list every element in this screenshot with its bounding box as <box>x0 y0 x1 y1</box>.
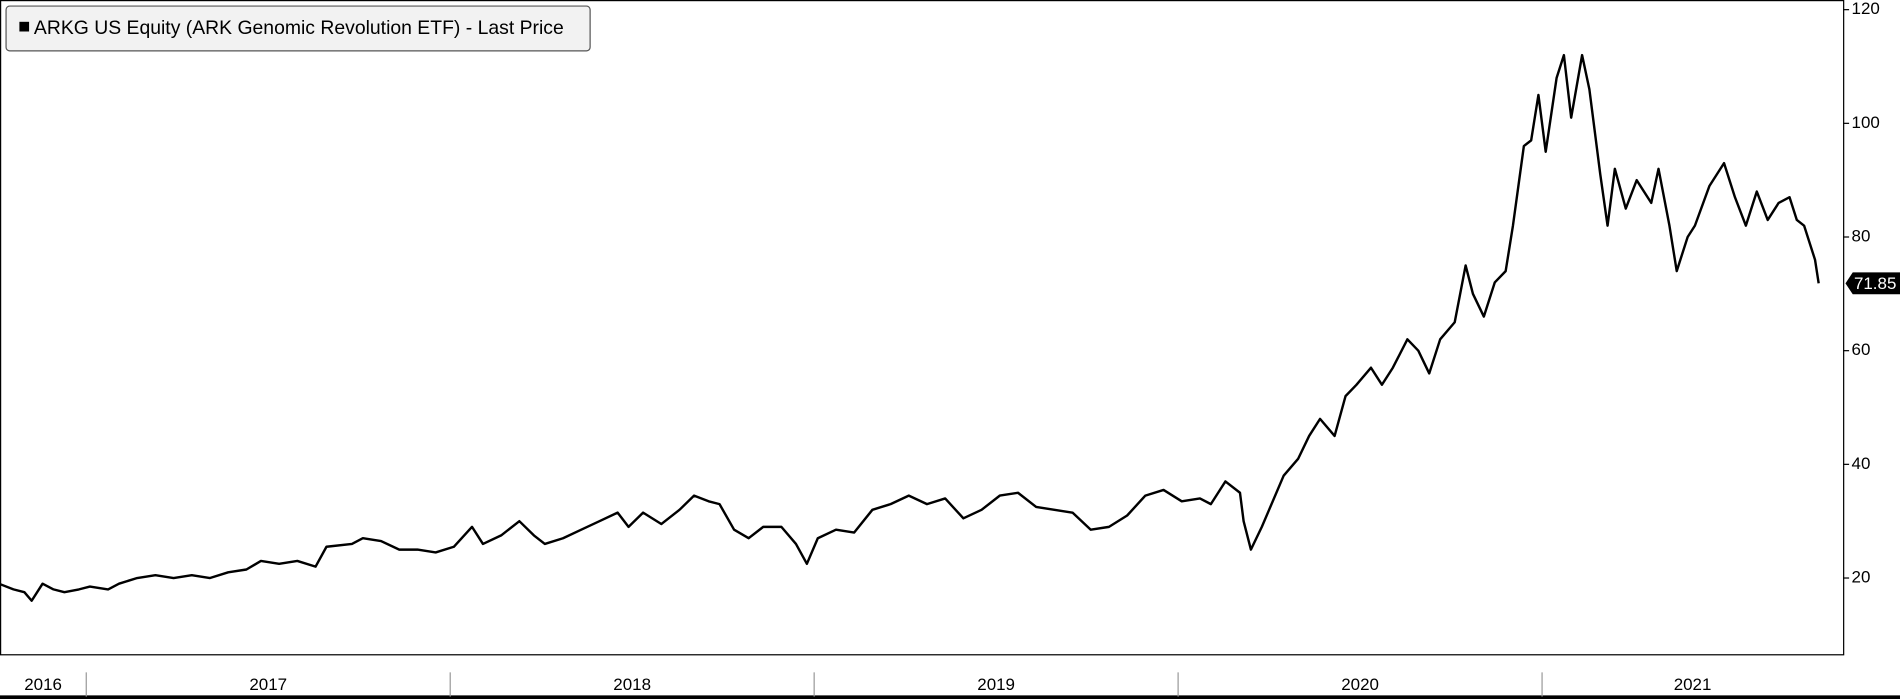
legend: ARKG US Equity (ARK Genomic Revolution E… <box>5 5 591 52</box>
x-tick-label: 2019 <box>977 675 1015 694</box>
y-tick-label: 120 <box>1852 0 1880 18</box>
last-value-label: 71.85 <box>1854 274 1896 293</box>
y-tick-label: 60 <box>1852 340 1871 359</box>
legend-box <box>5 5 591 52</box>
plot-frame <box>0 0 1845 656</box>
x-tick-label: 2016 <box>24 675 62 694</box>
y-tick-label: 100 <box>1852 113 1880 132</box>
y-tick-label: 80 <box>1852 226 1871 245</box>
x-tick-label: 2021 <box>1674 675 1712 694</box>
y-tick-label: 40 <box>1852 454 1871 473</box>
x-tick-label: 2018 <box>613 675 651 694</box>
legend-marker <box>19 21 30 32</box>
y-tick-label: 20 <box>1852 568 1871 587</box>
legend-label: ARKG US Equity (ARK Genomic Revolution E… <box>34 17 564 39</box>
price-line <box>0 53 1820 602</box>
x-tick-label: 2017 <box>249 675 287 694</box>
x-tick-label: 2020 <box>1341 675 1379 694</box>
last-value-tag <box>1845 272 1900 295</box>
